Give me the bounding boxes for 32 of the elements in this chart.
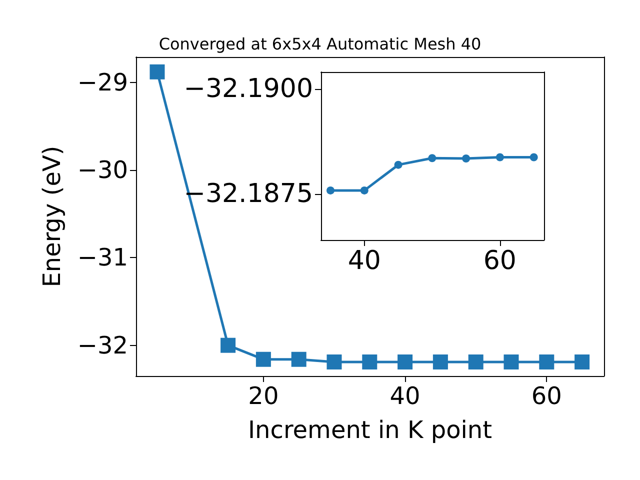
x-tick-label: 60 (531, 382, 562, 410)
point (291, 352, 306, 367)
point (256, 352, 271, 367)
y-tick-label: −29 (77, 68, 128, 96)
point (220, 338, 236, 353)
point (574, 354, 590, 370)
point (468, 354, 484, 370)
point (150, 64, 165, 80)
point (362, 354, 378, 370)
point (432, 354, 448, 370)
y-tick-label: −31 (77, 244, 128, 272)
point (428, 154, 436, 162)
x-tick-label: 20 (248, 382, 279, 410)
x-tick-label: 40 (348, 246, 381, 276)
chart-title: Converged at 6x5x4 Automatic Mesh 40 (158, 34, 482, 54)
x-axis-title: Increment in K point (248, 416, 492, 444)
point (530, 153, 538, 162)
y-axis-title: Energy (eV) (38, 146, 66, 288)
point (462, 154, 470, 163)
point (504, 354, 519, 370)
point (398, 354, 413, 370)
y-tick-label: −32 (77, 331, 128, 360)
point (496, 153, 504, 162)
x-tick-label: 40 (390, 382, 420, 410)
point (539, 354, 554, 370)
point (326, 186, 334, 194)
point (394, 160, 402, 169)
point (360, 186, 368, 194)
y-tick-label: −30 (77, 156, 128, 184)
y-tick-label: −32.1900 (184, 74, 313, 104)
point (326, 354, 342, 370)
x-tick-label: 60 (483, 246, 516, 276)
